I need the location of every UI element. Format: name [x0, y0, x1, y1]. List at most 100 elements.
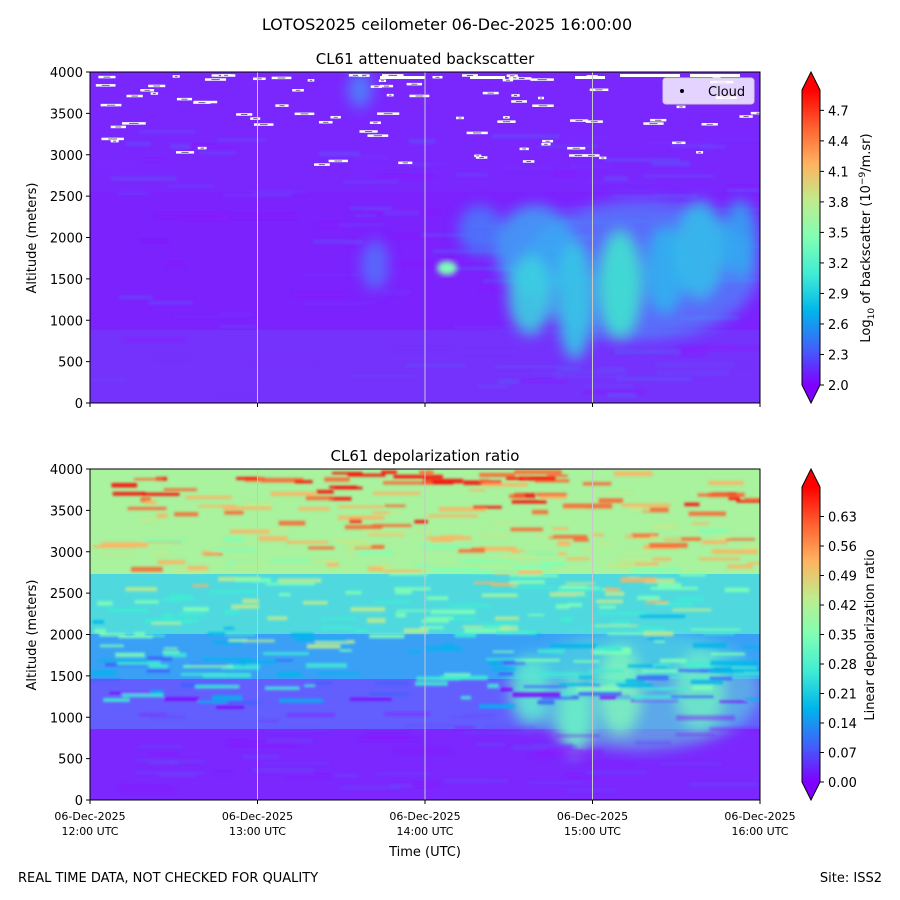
- depolarization-texture-streak: [645, 600, 669, 604]
- depolarization-texture-streak: [416, 676, 461, 681]
- depolarization-texture-streak: [169, 594, 191, 600]
- depolarization-texture-streak: [520, 552, 558, 556]
- cloud-detection-core: [515, 101, 523, 103]
- depolarization-texture-streak: [481, 534, 510, 538]
- depolarization-texture-streak: [222, 506, 272, 510]
- depolarization-texture-streak: [454, 632, 477, 638]
- depolarization-texture-streak: [592, 649, 631, 655]
- depolarization-texture-streak: [304, 684, 315, 688]
- depolarization-texture-streak: [227, 742, 296, 747]
- backscatter-texture-streak: [138, 130, 196, 134]
- depolarization-texture-streak: [458, 559, 490, 562]
- depolarization-texture-streak: [512, 692, 562, 698]
- depolarization-y-tick-label: 0: [75, 794, 83, 809]
- depolarization-texture-streak: [599, 695, 631, 700]
- depolarization-y-tick-label: 2000: [50, 629, 83, 644]
- depolarization-texture-streak: [710, 652, 746, 656]
- legend-label: Cloud: [708, 85, 745, 100]
- depolarization-texture-streak: [313, 559, 338, 563]
- depolarization-texture-streak: [736, 499, 760, 503]
- backscatter-texture-streak: [586, 180, 656, 185]
- depolarization-texture-streak: [134, 478, 163, 481]
- depolarization-texture-streak: [339, 649, 352, 652]
- depolarization-texture-streak: [500, 687, 513, 692]
- depolarization-texture-streak: [262, 762, 330, 765]
- depolarization-texture-streak: [724, 587, 750, 593]
- depolarization-texture-streak: [329, 496, 352, 501]
- cloud-detection-core: [601, 157, 605, 159]
- depolarization-texture-streak: [573, 660, 600, 663]
- depolarization-texture-streak: [373, 600, 410, 604]
- depolarization-texture-streak: [620, 577, 657, 583]
- depolarization-texture-streak: [530, 633, 542, 637]
- cloud-detection-core: [588, 155, 595, 157]
- depolarization-texture-streak: [366, 734, 410, 739]
- depolarization-texture-streak: [426, 596, 449, 601]
- backscatter-texture-streak: [222, 194, 291, 197]
- cloud-detection-core: [574, 155, 582, 157]
- depolarization-texture-streak: [264, 729, 330, 732]
- depolarization-texture-streak: [322, 617, 357, 621]
- backscatter-texture-streak: [725, 185, 760, 189]
- depolarization-texture-streak: [419, 626, 444, 630]
- depolarization-texture-streak: [677, 668, 701, 673]
- depolarization-texture-streak: [269, 558, 310, 562]
- depolarization-texture-streak: [659, 762, 722, 766]
- depolarization-texture-streak: [266, 582, 316, 586]
- backscatter-cbar-tick-label: 3.5: [828, 226, 849, 241]
- depolarization-texture-streak: [383, 569, 423, 573]
- depolarization-texture-streak: [642, 687, 673, 691]
- cloud-detection-core: [174, 75, 178, 77]
- depolarization-texture-streak: [690, 628, 741, 631]
- depolarization-texture-streak: [653, 664, 670, 667]
- depolarization-texture-streak: [463, 731, 533, 735]
- depolarization-texture-streak: [92, 670, 116, 676]
- site-label: Site: ISS2: [820, 871, 882, 886]
- depolarization-texture-streak: [605, 591, 625, 596]
- depolarization-texture-streak: [573, 538, 589, 542]
- depolarization-texture-streak: [369, 633, 405, 639]
- depolarization-y-tick-label: 3000: [50, 546, 83, 561]
- backscatter-texture-streak: [555, 375, 627, 378]
- depolarization-texture-streak: [242, 754, 279, 759]
- depolarization-texture-streak: [202, 658, 252, 662]
- depolarization-texture-streak: [499, 626, 519, 631]
- depolarization-texture-streak: [562, 503, 613, 509]
- depolarization-texture-streak: [559, 693, 572, 697]
- depolarization-texture-streak: [537, 649, 565, 654]
- backscatter-texture-streak: [673, 375, 717, 379]
- depolarization-texture-streak: [492, 650, 514, 653]
- cloud-detection-core: [435, 76, 440, 78]
- depolarization-texture-streak: [395, 782, 440, 787]
- cloud-detection-core: [476, 155, 480, 157]
- depolarization-texture-streak: [147, 656, 173, 661]
- depolarization-texture-streak: [258, 536, 288, 541]
- depolarization-texture-streak: [636, 675, 669, 681]
- depolarization-texture-streak: [616, 696, 643, 700]
- depolarization-texture-streak: [269, 528, 288, 533]
- depolarization-texture-streak: [425, 616, 454, 620]
- depolarization-texture-streak: [127, 506, 167, 511]
- backscatter-texture-streak: [342, 180, 399, 184]
- depolarization-texture-streak: [198, 700, 228, 704]
- depolarization-texture-streak: [509, 494, 525, 499]
- backscatter-texture-streak: [165, 262, 186, 267]
- cloud-detection-core: [295, 89, 301, 91]
- cloud-detection-core: [153, 85, 161, 87]
- depolarization-texture-streak: [266, 738, 313, 743]
- backscatter-texture-streak: [703, 136, 760, 141]
- cloud-detection-core: [253, 118, 258, 120]
- backscatter-texture-streak: [603, 176, 628, 181]
- depolarization-texture-streak: [151, 751, 177, 755]
- depolarization-texture-streak: [514, 493, 536, 498]
- backscatter-texture-streak: [405, 364, 467, 367]
- depolarization-texture-streak: [372, 524, 412, 527]
- depolarization-texture-streak: [552, 527, 568, 530]
- depolarization-texture-streak: [747, 562, 760, 565]
- depolarization-texture-streak: [532, 743, 574, 747]
- depolarization-y-tick-label: 500: [58, 753, 83, 768]
- depolarization-texture-streak: [627, 507, 650, 512]
- backscatter-x-ticks: [89, 403, 761, 407]
- depolarization-texture-streak: [162, 650, 180, 654]
